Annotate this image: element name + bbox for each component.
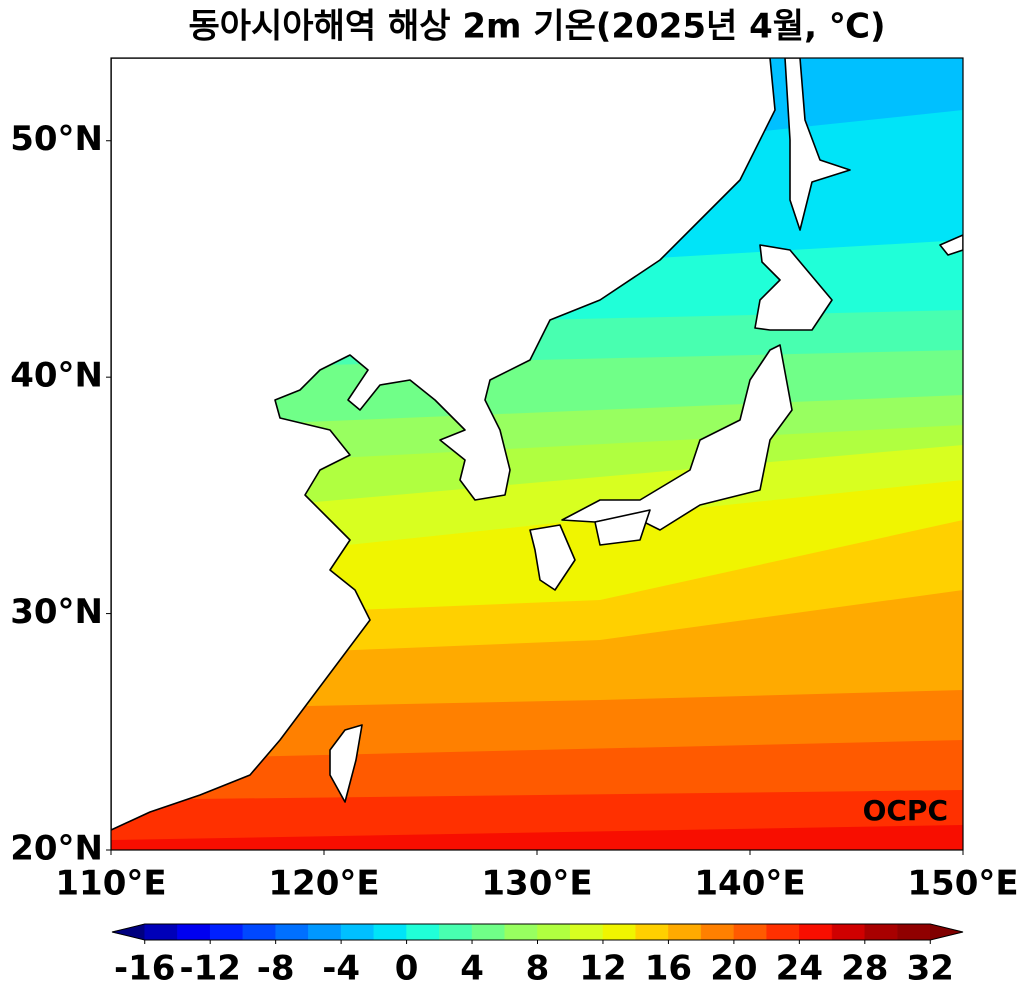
colorbar-tick-label: 20 xyxy=(710,949,757,989)
colorbar-segment xyxy=(308,923,342,941)
colorbar-segment xyxy=(242,923,276,941)
colorbar-segment xyxy=(373,923,407,941)
colorbar-segment xyxy=(111,923,145,941)
colorbar-segment xyxy=(209,923,244,941)
x-tick-label: 110°E xyxy=(55,864,166,904)
colorbar-segment xyxy=(700,923,735,941)
colorbar-segment xyxy=(569,923,604,941)
colorbar-tick-label: -4 xyxy=(322,949,360,989)
colorbar-segment xyxy=(668,923,702,941)
colorbar-segment xyxy=(733,923,767,941)
colorbar-segment xyxy=(439,923,473,941)
colorbar-tick-label: 24 xyxy=(776,949,823,989)
colorbar-segment xyxy=(471,923,506,941)
temperature-field xyxy=(111,58,963,850)
y-tick-label: 30°N xyxy=(10,592,103,632)
y-tick-label: 20°N xyxy=(10,829,103,869)
colorbar-tick-label: 4 xyxy=(460,949,484,989)
colorbar-segment xyxy=(406,923,440,941)
colorbar-tick-label: -12 xyxy=(179,949,240,989)
colorbar-segment xyxy=(177,923,211,941)
title: 동아시아해역 해상 2m 기온(2025년 4월, ℃) xyxy=(188,7,885,47)
colorbar-tick-label: 32 xyxy=(907,949,954,989)
y-tick-label: 40°N xyxy=(10,356,103,396)
colorbar-segment xyxy=(864,923,898,941)
colorbar-segment xyxy=(144,923,178,941)
x-tick-label: 140°E xyxy=(694,864,805,904)
colorbar-tick-label: 0 xyxy=(395,949,419,989)
y-tick-label: 50°N xyxy=(10,119,103,159)
colorbar-tick-label: -8 xyxy=(257,949,295,989)
axis-ticks: 110°E 120°E 130°E 140°E 150°E 20°N 30°N 40°N 50°… xyxy=(10,119,1018,903)
colorbar-segment xyxy=(766,923,800,941)
colorbar-segment xyxy=(897,923,931,941)
colorbar-segment xyxy=(340,923,375,941)
colorbar-segment xyxy=(602,923,636,941)
colorbar-tick-label: 28 xyxy=(841,949,888,989)
colorbar-segment xyxy=(635,923,669,941)
colorbar-segment xyxy=(537,923,571,941)
colorbar-tick-label: 8 xyxy=(526,949,550,989)
colorbar-segment xyxy=(831,923,866,941)
colorbar-tick-label: 12 xyxy=(579,949,626,989)
colorbar-segment xyxy=(930,923,964,941)
watermark: OCPC xyxy=(863,794,948,827)
x-tick-label: 130°E xyxy=(481,864,592,904)
x-tick-label: 150°E xyxy=(907,864,1018,904)
colorbar-tick-label: -16 xyxy=(114,949,175,989)
colorbar-segment xyxy=(799,923,833,941)
colorbar-segment xyxy=(275,923,309,941)
colorbar-tick-label: 16 xyxy=(645,949,692,989)
colorbar-segment xyxy=(504,923,538,941)
x-tick-label: 120°E xyxy=(268,864,379,904)
colorbar: -16 -12 -8 -4 0 4 8 12 16 20 24 28 32 xyxy=(111,923,964,989)
